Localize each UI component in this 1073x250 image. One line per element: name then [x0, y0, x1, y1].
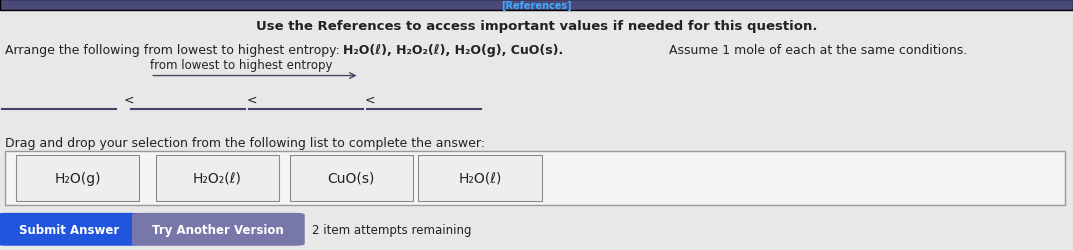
Text: <: <	[247, 94, 258, 106]
Text: Drag and drop your selection from the following list to complete the answer:: Drag and drop your selection from the fo…	[5, 136, 485, 149]
Text: <: <	[123, 94, 134, 106]
Text: Try Another Version: Try Another Version	[152, 223, 284, 236]
FancyBboxPatch shape	[16, 155, 139, 201]
Text: from lowest to highest entropy: from lowest to highest entropy	[150, 58, 333, 71]
Text: [References]: [References]	[501, 0, 572, 10]
Text: Use the References to access important values if needed for this question.: Use the References to access important v…	[255, 20, 818, 33]
FancyBboxPatch shape	[0, 213, 141, 246]
Text: Submit Answer: Submit Answer	[18, 223, 119, 236]
Text: H₂O(ℓ), H₂O₂(ℓ), H₂O(g), CuO(s).: H₂O(ℓ), H₂O₂(ℓ), H₂O(g), CuO(s).	[343, 44, 563, 57]
Text: H₂O(ℓ): H₂O(ℓ)	[458, 171, 502, 185]
FancyBboxPatch shape	[290, 155, 413, 201]
FancyBboxPatch shape	[5, 151, 1065, 205]
FancyBboxPatch shape	[132, 213, 305, 246]
Text: <: <	[365, 94, 376, 106]
Text: 2 item attempts remaining: 2 item attempts remaining	[312, 223, 472, 236]
FancyBboxPatch shape	[0, 0, 1073, 11]
Text: Assume 1 mole of each at the same conditions.: Assume 1 mole of each at the same condit…	[665, 44, 968, 57]
Text: Arrange the following from lowest to highest entropy:: Arrange the following from lowest to hig…	[5, 44, 344, 57]
FancyBboxPatch shape	[156, 155, 279, 201]
FancyBboxPatch shape	[418, 155, 542, 201]
Text: H₂O(g): H₂O(g)	[55, 171, 101, 185]
Text: H₂O₂(ℓ): H₂O₂(ℓ)	[193, 171, 241, 185]
Text: CuO(s): CuO(s)	[327, 171, 376, 185]
